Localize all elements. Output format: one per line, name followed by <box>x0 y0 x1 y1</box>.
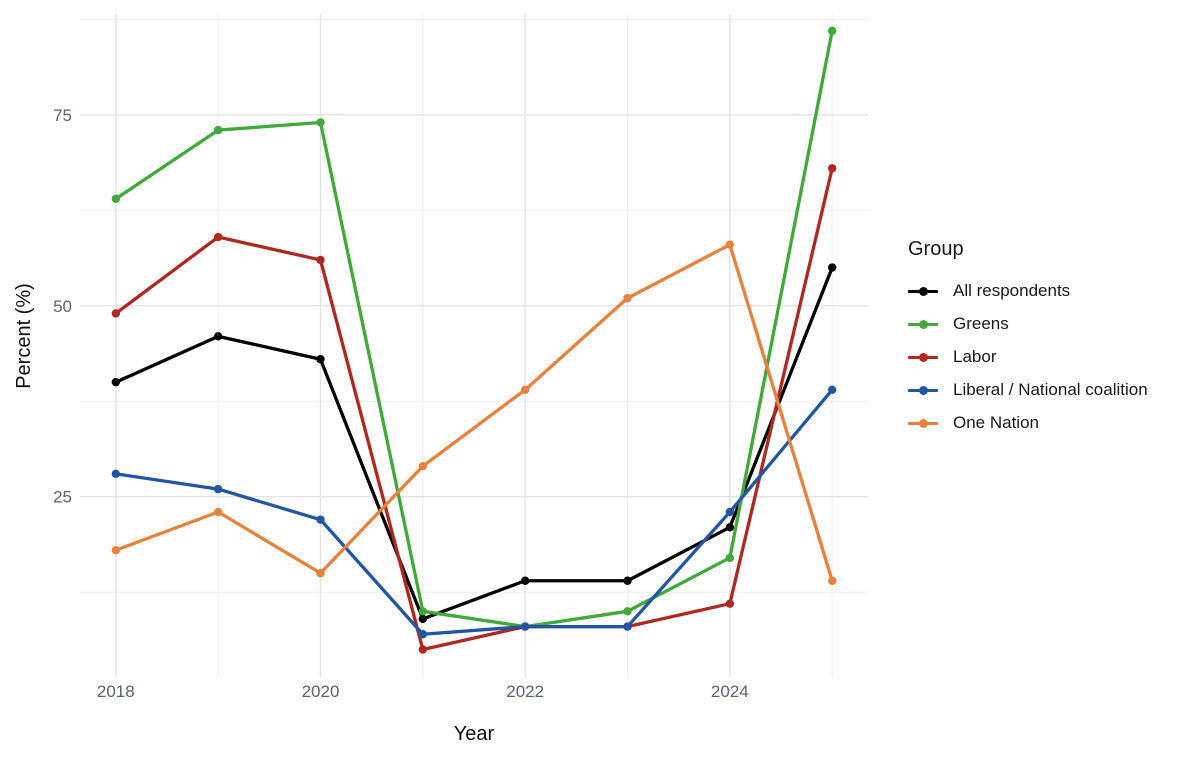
x-tick-label: 2020 <box>302 682 340 701</box>
legend-item-one-nation: One Nation <box>908 412 1148 434</box>
legend-item-label: Liberal / National coalition <box>953 380 1148 399</box>
data-point <box>213 125 223 135</box>
x-tick-label: 2018 <box>97 682 135 701</box>
data-point <box>725 599 735 608</box>
data-point <box>213 232 223 242</box>
data-point <box>827 576 837 585</box>
data-point <box>827 263 837 272</box>
legend-item-label: Greens <box>953 314 1009 333</box>
data-point <box>725 507 735 517</box>
data-point <box>316 568 325 578</box>
y-tick-label: 25 <box>53 488 72 507</box>
series-line-greens <box>114 29 834 629</box>
legend-item-liberal-national-coalition: Liberal / National coalition <box>908 379 1148 401</box>
legend-key-icon <box>908 416 938 430</box>
series-line-labor <box>114 166 834 652</box>
legend-item-greens: Greens <box>908 313 1148 335</box>
data-point <box>111 309 121 318</box>
data-point <box>316 355 325 364</box>
legend-item-label: All respondents <box>953 281 1071 300</box>
x-axis-title: Year <box>453 723 495 745</box>
series-line-one-nation <box>114 243 834 583</box>
data-point <box>111 469 121 479</box>
legend-title: Group <box>908 238 964 260</box>
legend-key-icon <box>908 383 938 397</box>
series-line-all-respondents <box>114 265 834 621</box>
data-point <box>827 164 837 173</box>
x-tick-label: 2022 <box>506 682 544 701</box>
data-point <box>725 523 735 532</box>
data-point <box>111 377 121 387</box>
data-point <box>520 385 530 395</box>
data-point <box>418 614 428 624</box>
data-point <box>623 622 632 631</box>
y-axis-title: Percent (%) <box>13 283 35 389</box>
data-point <box>520 576 530 585</box>
data-point <box>111 546 121 555</box>
y-tick-label: 75 <box>53 106 72 125</box>
legend-key-dot <box>919 287 928 296</box>
data-point <box>520 622 530 631</box>
legend-key-icon <box>908 350 938 364</box>
data-point <box>418 461 428 471</box>
legend: Group All respondents Greens Labor Liberal … <box>908 236 1148 445</box>
legend-item-labor: Labor <box>908 346 1148 368</box>
data-point <box>725 553 735 563</box>
x-tick-label: 2024 <box>711 682 749 701</box>
data-point <box>725 240 735 249</box>
legend-items: All respondents Greens Labor Liberal / Nati… <box>908 280 1148 434</box>
series-line-liberal-national-coalition <box>114 388 834 636</box>
data-point <box>827 385 837 395</box>
y-tick-label: 50 <box>53 297 72 316</box>
legend-key-dot <box>919 386 928 395</box>
data-point <box>213 332 223 341</box>
data-point <box>623 293 632 303</box>
data-point <box>418 645 428 654</box>
data-point <box>316 255 325 265</box>
legend-item-all-respondents: All respondents <box>908 280 1148 302</box>
legend-item-label: One Nation <box>953 413 1039 432</box>
data-point <box>316 515 325 524</box>
legend-key-dot <box>919 353 928 362</box>
data-point <box>623 576 632 585</box>
data-point <box>418 630 428 639</box>
data-point <box>213 484 223 494</box>
data-point <box>418 607 428 616</box>
legend-key-icon <box>908 317 938 331</box>
legend-key-dot <box>919 419 928 428</box>
legend-key-dot <box>919 320 928 329</box>
data-point <box>827 26 837 36</box>
legend-item-label: Labor <box>953 347 997 366</box>
data-point <box>623 607 632 616</box>
data-point <box>316 118 325 127</box>
data-point <box>111 194 121 204</box>
data-point <box>213 507 223 517</box>
legend-key-icon <box>908 284 938 298</box>
